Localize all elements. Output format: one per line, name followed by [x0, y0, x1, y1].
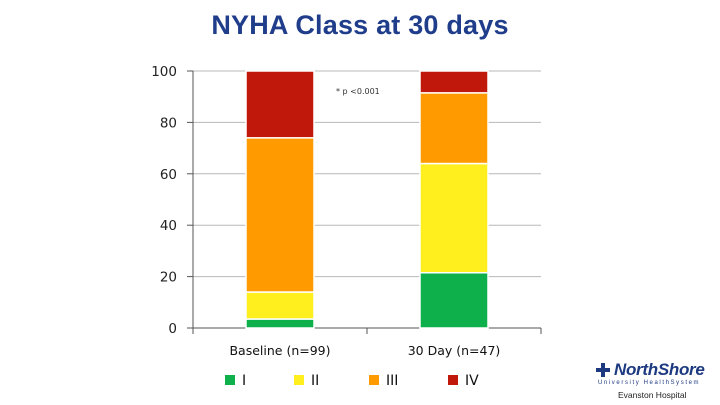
legend-label-ii: II — [311, 373, 319, 389]
y-tick-label: 40 — [160, 218, 177, 234]
significance-annotation: * p <0.001 — [336, 87, 380, 96]
legend-swatch-i — [225, 375, 235, 385]
chart-title: NYHA Class at 30 days — [211, 10, 509, 40]
gridlines — [193, 70, 541, 278]
bar-segment-iv — [419, 70, 489, 94]
legend: I II III IV — [225, 373, 479, 389]
y-tick-label: 80 — [160, 115, 177, 131]
bar-segment-ii — [419, 162, 489, 274]
legend-swatch-iii — [369, 375, 379, 385]
legend-swatch-iv — [448, 375, 458, 385]
x-category-label: 30 Day (n=47) — [408, 343, 501, 358]
legend-label-iv: IV — [465, 373, 479, 389]
logo-name: NorthShore — [614, 360, 705, 379]
bar-segment-ii — [245, 291, 315, 320]
bar-segment-iii — [419, 92, 489, 165]
x-category-label: Baseline (n=99) — [229, 343, 330, 358]
logo-hospital: Evanston Hospital — [618, 390, 687, 400]
y-tick-label: 0 — [168, 321, 177, 337]
cross-icon — [596, 363, 610, 377]
bars — [245, 70, 489, 329]
logo-subtitle: University HealthSystem — [598, 380, 701, 386]
y-tick-label: 60 — [160, 167, 177, 183]
bar-segment-i — [245, 318, 315, 329]
bar-segment-i — [419, 271, 489, 329]
legend-swatch-ii — [294, 375, 304, 385]
category-labels: Baseline (n=99) 30 Day (n=47) — [229, 343, 500, 358]
legend-label-iii: III — [386, 373, 398, 389]
y-tick-label: 20 — [160, 270, 177, 286]
y-tick-label: 100 — [151, 64, 177, 80]
bar-segment-iii — [245, 137, 315, 293]
bar-segment-iv — [245, 70, 315, 139]
legend-label-i: I — [242, 373, 246, 389]
northshore-logo: NorthShore University HealthSystem Evans… — [594, 360, 716, 402]
